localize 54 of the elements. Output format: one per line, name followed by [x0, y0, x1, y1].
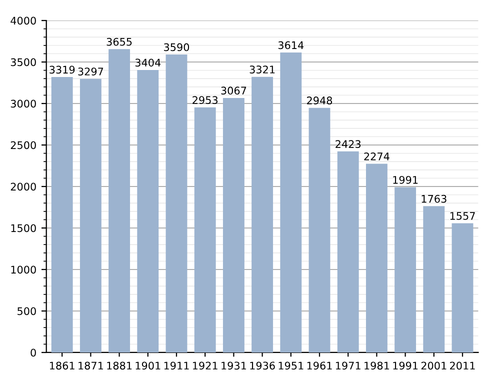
bar: [394, 187, 416, 352]
y-tick-label: 3000: [10, 100, 36, 108]
data-label: 3614: [278, 41, 304, 50]
data-label: 1557: [450, 212, 475, 220]
x-tick-label: 1971: [336, 362, 360, 370]
bar: [80, 78, 102, 352]
x-tick-label: 1901: [136, 362, 160, 370]
data-label: 2274: [364, 152, 390, 160]
y-tick-label: 2000: [10, 182, 36, 191]
bar: [108, 49, 130, 352]
data-label: 3319: [50, 66, 75, 74]
data-label: 2948: [307, 96, 332, 104]
x-tick-label: 1921: [192, 362, 218, 370]
data-label: 3067: [221, 86, 246, 95]
bar: [166, 54, 188, 352]
bar: [423, 206, 445, 352]
x-tick-label: 1981: [364, 362, 389, 370]
x-tick-label: 1991: [393, 362, 418, 370]
bar: [51, 77, 73, 352]
data-label: 2423: [336, 140, 361, 148]
bar: [452, 223, 474, 352]
bar: [337, 151, 359, 352]
x-tick-label: 1961: [307, 362, 332, 370]
y-tick-label: 4000: [10, 16, 36, 25]
data-label: 3297: [78, 68, 104, 76]
x-tick-label: 1951: [278, 362, 304, 370]
data-label: 3404: [135, 58, 161, 67]
data-label: 3655: [106, 38, 132, 46]
bar: [366, 164, 388, 352]
bar: [252, 76, 274, 352]
bar: [137, 70, 159, 352]
x-tick-label: 2001: [421, 362, 446, 370]
x-tick-label: 1911: [164, 362, 189, 370]
y-tick-label: 2500: [10, 141, 36, 150]
y-tick-label: 0: [30, 348, 36, 357]
data-label: 1763: [422, 194, 446, 203]
bar: [308, 108, 330, 352]
bar: [194, 107, 216, 352]
bar: [222, 98, 244, 352]
y-tick-label: 1000: [11, 266, 36, 274]
x-tick-label: 1936: [250, 362, 275, 370]
data-label: 1991: [393, 176, 418, 184]
data-label: 3590: [164, 43, 190, 52]
y-tick-label: 500: [18, 307, 36, 316]
data-label: 2953: [192, 96, 218, 104]
y-tick-label: 1500: [11, 224, 36, 232]
x-tick-label: 1931: [222, 362, 246, 370]
bar: [280, 52, 302, 352]
x-tick-label: 1881: [107, 362, 132, 370]
y-tick-label: 3500: [10, 58, 36, 66]
x-tick-label: 1871: [78, 362, 103, 370]
x-tick-label: 2011: [450, 362, 475, 370]
data-label: 3321: [250, 66, 275, 74]
x-tick-label: 1861: [50, 362, 74, 370]
